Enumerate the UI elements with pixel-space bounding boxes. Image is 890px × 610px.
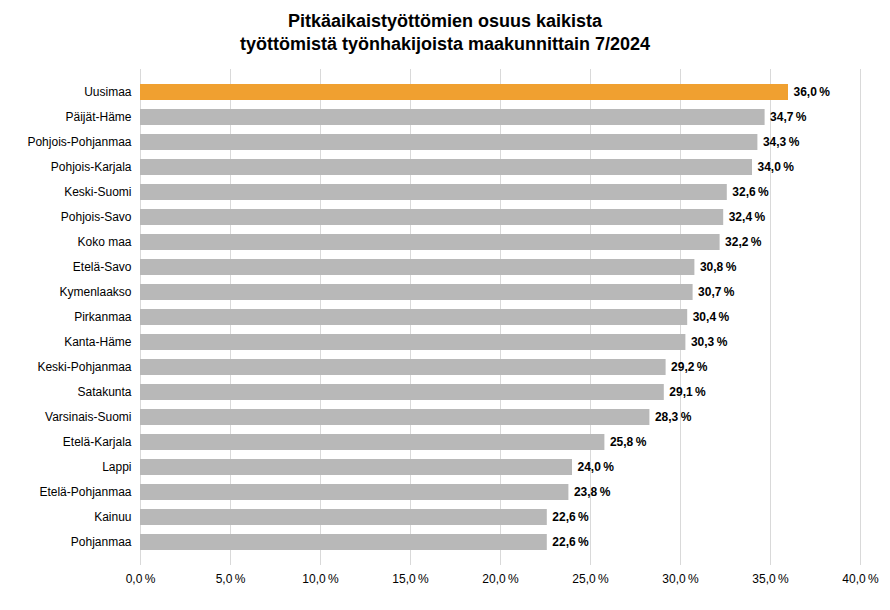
svg-text:30,7 %: 30,7 % <box>698 285 735 299</box>
svg-text:22,6 %: 22,6 % <box>552 535 589 549</box>
html-text:Pitkäaikaistyöttömien osuus ka: Pitkäaikaistyöttömien osuus kaikista työ… <box>239 11 650 54</box>
svg-text:29,1 %: 29,1 % <box>669 385 706 399</box>
svg-text:30,3 %: 30,3 % <box>691 335 728 349</box>
svg-text:34,0 %: 34,0 % <box>758 160 795 174</box>
svg-text:36,0 %: 36,0 % <box>794 85 831 99</box>
svg-text:34,7 %: 34,7 % <box>770 110 807 124</box>
svg-text:Pohjois-Karjala: Pohjois-Karjala <box>51 160 132 174</box>
svg-text:22,6 %: 22,6 % <box>552 510 589 524</box>
svg-text:32,2 %: 32,2 % <box>725 235 762 249</box>
svg-text:Päijät-Häme: Päijät-Häme <box>65 110 131 124</box>
svg-text:Koko maa: Koko maa <box>77 235 131 249</box>
svg-text:Keski-Pohjanmaa: Keski-Pohjanmaa <box>37 360 131 374</box>
svg-text:25,8 %: 25,8 % <box>610 435 647 449</box>
svg-text:24,0 %: 24,0 % <box>578 460 615 474</box>
svg-text:34,3 %: 34,3 % <box>763 135 800 149</box>
svg-text:0,0 %: 0,0 % <box>126 572 156 586</box>
svg-text:30,8 %: 30,8 % <box>700 260 737 274</box>
svg-text:Etelä-Karjala: Etelä-Karjala <box>63 435 132 449</box>
svg-text:5,0 %: 5,0 % <box>216 572 246 586</box>
svg-text:Lappi: Lappi <box>102 460 131 474</box>
svg-text:Etelä-Pohjanmaa: Etelä-Pohjanmaa <box>39 485 131 499</box>
svg-text:29,2 %: 29,2 % <box>671 360 708 374</box>
svg-text:Pohjanmaa: Pohjanmaa <box>71 535 132 549</box>
svg-text:Uusimaa: Uusimaa <box>84 85 132 99</box>
svg-text:Kanta-Häme: Kanta-Häme <box>64 335 132 349</box>
svg-text:28,3 %: 28,3 % <box>655 410 692 424</box>
svg-text:35,0 %: 35,0 % <box>752 572 789 586</box>
svg-text:Keski-Suomi: Keski-Suomi <box>64 185 131 199</box>
svg-text:Pohjois-Pohjanmaa: Pohjois-Pohjanmaa <box>27 135 131 149</box>
svg-text:20,0 %: 20,0 % <box>482 572 519 586</box>
svg-text:40,0 %: 40,0 % <box>842 572 879 586</box>
svg-text:Etelä-Savo: Etelä-Savo <box>73 260 132 274</box>
svg-text:Pirkanmaa: Pirkanmaa <box>74 310 132 324</box>
svg-text:30,4 %: 30,4 % <box>693 310 730 324</box>
svg-text:15,0 %: 15,0 % <box>392 572 429 586</box>
svg-text:10,0 %: 10,0 % <box>302 572 339 586</box>
svg-text:32,4 %: 32,4 % <box>729 210 766 224</box>
svg-text:30,0 %: 30,0 % <box>662 572 699 586</box>
svg-text:25,0 %: 25,0 % <box>572 572 609 586</box>
svg-text:Pohjois-Savo: Pohjois-Savo <box>61 210 132 224</box>
svg-text:Kymenlaakso: Kymenlaakso <box>59 285 131 299</box>
svg-text:Varsinais-Suomi: Varsinais-Suomi <box>45 410 131 424</box>
svg-text:Satakunta: Satakunta <box>77 385 131 399</box>
svg-text:23,8 %: 23,8 % <box>574 485 611 499</box>
svg-text:32,6 %: 32,6 % <box>732 185 769 199</box>
svg-text:Kainuu: Kainuu <box>94 510 131 524</box>
